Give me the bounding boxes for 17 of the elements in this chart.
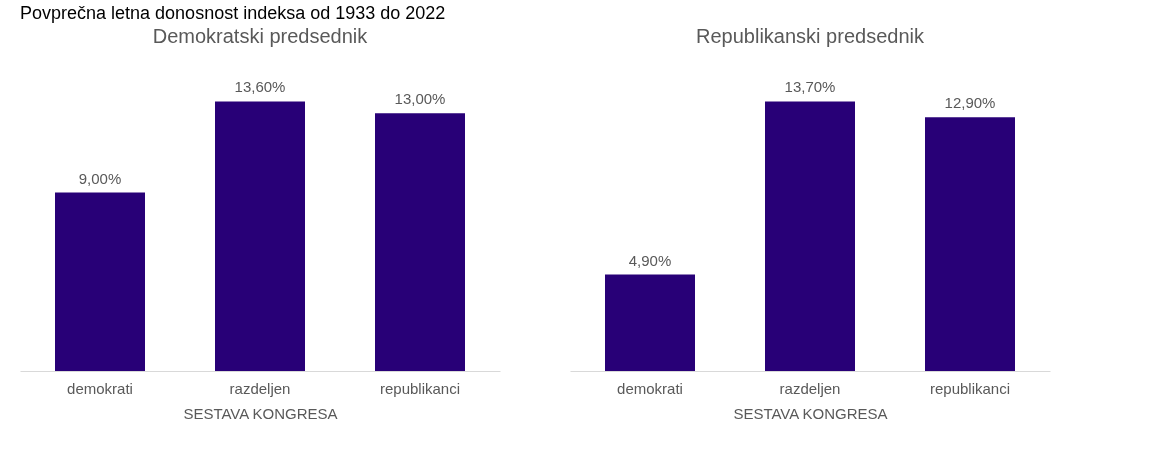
data-label: 13,60%: [234, 78, 286, 96]
x-tick-label: razdeljen: [779, 379, 841, 397]
data-label: 12,90%: [944, 94, 996, 112]
chart-title: Demokratski predsednik: [152, 25, 369, 47]
chart-title: Republikanski predsednik: [696, 25, 925, 47]
data-label: 13,70%: [784, 78, 836, 96]
x-axis-title: SESTAVA KONGRESA: [733, 404, 888, 422]
x-tick-label: republikanci: [929, 379, 1011, 397]
data-label: 9,00%: [78, 169, 122, 187]
x-tick-label: demokrati: [617, 379, 683, 397]
x-tick-label: republikanci: [379, 379, 461, 397]
x-axis-title: SESTAVA KONGRESA: [183, 404, 338, 422]
data-label: 4,90%: [628, 251, 672, 269]
x-tick-label: razdeljen: [229, 379, 291, 397]
text: Povprečna letna donosnost indeksa od 1933 do 2022: [20, 3, 446, 23]
x-tick-label: demokrati: [67, 379, 133, 397]
data-label: 13,00%: [394, 90, 446, 108]
